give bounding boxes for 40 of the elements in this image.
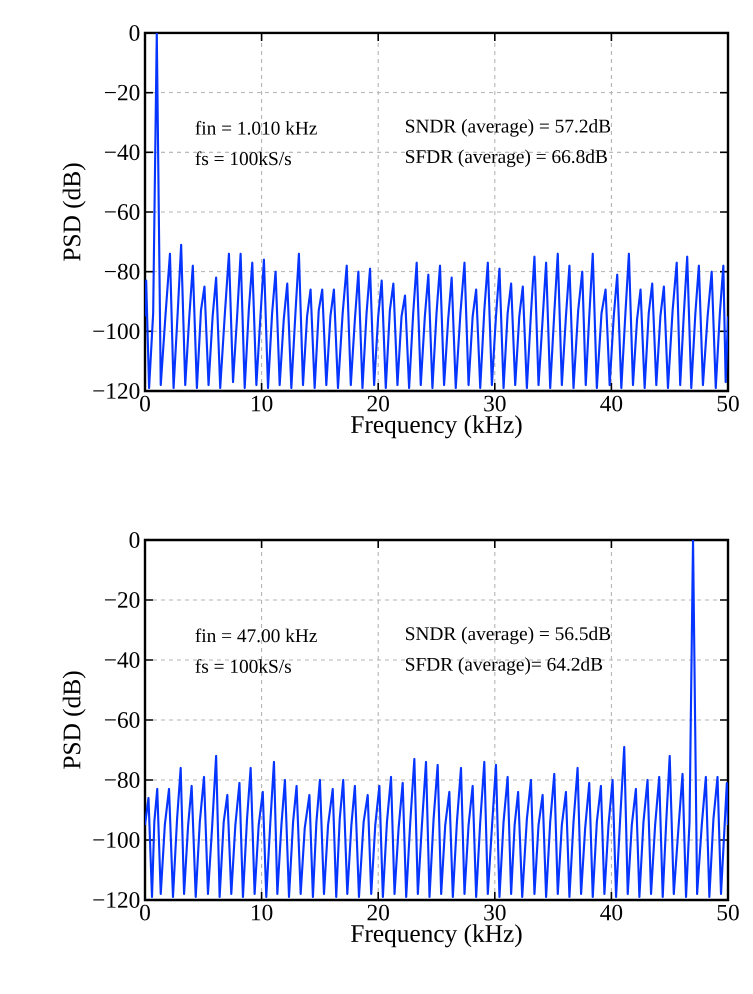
x-tick-label: 50 [718, 904, 739, 920]
annotation: SNDR (average) = 56.5dB [406, 626, 610, 644]
annotation: SFDR (average)= 64.2dB [406, 657, 602, 675]
x-tick-label: 40 [600, 396, 622, 412]
annotation: fs = 100kS/s [195, 659, 291, 673]
y-tick-label: 0 [130, 532, 140, 548]
annotation: SFDR (average) = 66.8dB [406, 149, 607, 168]
x-tick-label: 20 [368, 396, 389, 412]
y-tick-label: −40 [104, 144, 140, 160]
line-series [145, 540, 728, 898]
y-tick-label: −40 [104, 652, 140, 668]
y-tick-label: −120 [93, 892, 140, 908]
y-axis-title: PSD (dB) [62, 672, 86, 769]
annotation: SNDR (average) = 57.2dB [406, 119, 610, 137]
x-axis-title: Frequency (kHz) [351, 415, 522, 438]
x-tick-label: 10 [252, 904, 272, 920]
y-tick-label: −60 [104, 204, 140, 220]
x-tick-label: 30 [484, 904, 506, 920]
x-axis-title: Frequency (kHz) [351, 924, 522, 948]
x-tick-label: 20 [368, 904, 389, 920]
y-axis-title: PSD (dB) [62, 163, 86, 261]
x-tick-label: 40 [600, 904, 622, 920]
x-tick-label: 0 [140, 396, 150, 412]
y-tick-label: −80 [104, 264, 140, 280]
x-tick-label: 30 [484, 396, 506, 412]
y-tick-label: −120 [93, 383, 140, 399]
annotation: fin = 1.010 kHz [195, 120, 317, 135]
y-tick-label: −20 [104, 592, 140, 608]
line-series [145, 32, 728, 390]
y-tick-label: −80 [104, 772, 140, 788]
y-tick-label: −60 [104, 712, 140, 728]
y-tick-label: −20 [104, 84, 140, 101]
y-tick-label: −100 [93, 832, 140, 848]
annotation: fs = 100kS/s [195, 151, 291, 166]
x-tick-label: 50 [718, 396, 739, 412]
y-tick-label: 0 [130, 25, 140, 41]
y-tick-label: −100 [93, 323, 140, 340]
x-tick-label: 0 [140, 904, 150, 920]
annotation: fin = 47.00 kHz [195, 628, 317, 642]
x-tick-label: 10 [252, 396, 272, 412]
